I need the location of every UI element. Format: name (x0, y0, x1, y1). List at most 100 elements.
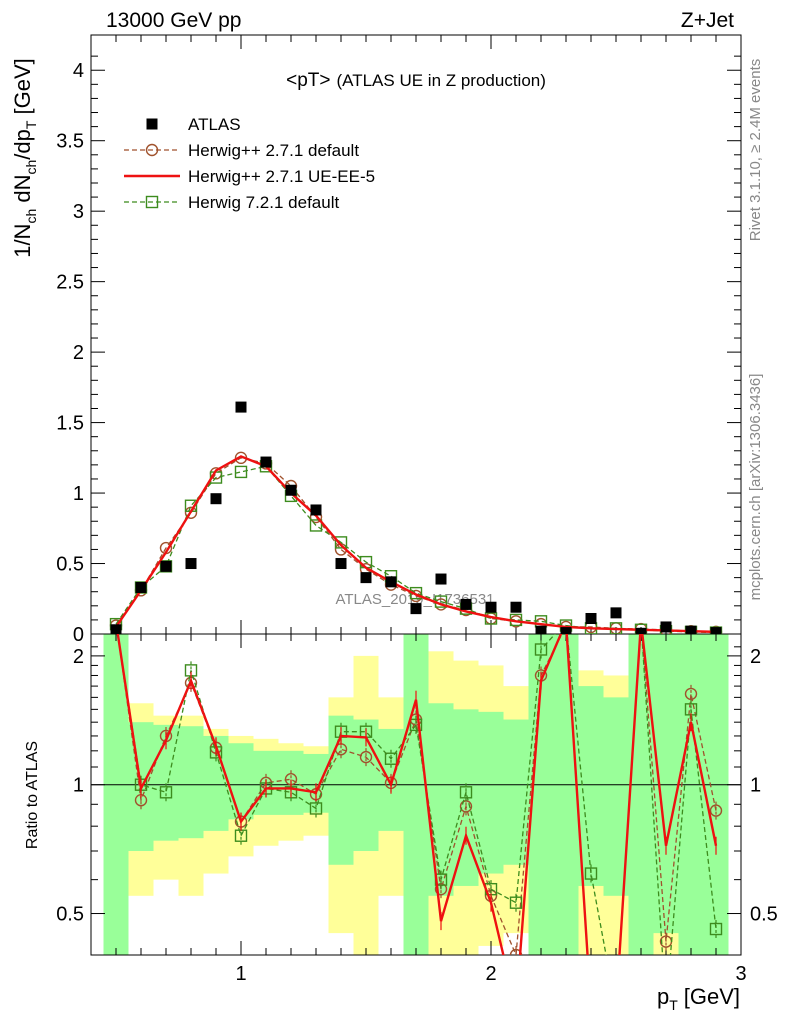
ratio-tick-label-right: 2 (750, 646, 761, 668)
y-tick-label: 3 (73, 201, 84, 223)
point-atlas (385, 576, 397, 588)
point-herwig-7-2-1-default (309, 519, 323, 532)
ratio-point-herwig-2-7-1-default (709, 804, 723, 817)
watermark: ATLAS_2019_I1736531 (335, 591, 494, 608)
ratio-tick-label: 2 (73, 646, 84, 668)
ratio-band-green (553, 634, 579, 955)
ratio-point-herwig-2-7-1-default (509, 948, 523, 955)
ratio-point-herwig-7-2-1-default (409, 718, 423, 732)
ratio-point-herwig-7-2-1-default (709, 922, 723, 936)
point-herwig-2-7-1-default (184, 506, 198, 519)
legend: ATLAS Herwig++ 2.7.1 default Herwig++ 2.7.… (124, 115, 375, 212)
series-layer (109, 401, 723, 1014)
x-tick-label: 3 (735, 963, 746, 985)
ratio-point-herwig-7-2-1-default (459, 786, 473, 799)
ratio-band-green (103, 634, 129, 955)
ratio-band-green (578, 686, 604, 886)
ratio-band-green (678, 634, 704, 955)
point-atlas (660, 621, 672, 633)
y-tick-label: 0 (73, 624, 84, 646)
point-atlas (410, 603, 422, 615)
point-atlas (210, 493, 222, 505)
ratio-band-green (703, 634, 729, 955)
legend-label-herwig-2-7-1-ue-ee-5: Herwig++ 2.7.1 UE-EE-5 (188, 167, 375, 186)
point-herwig-7-2-1-default (334, 536, 348, 549)
ratio-point-herwig-2-7-1-default (434, 882, 448, 896)
x-tick-label: 2 (485, 963, 496, 985)
ratio-band-layer (103, 634, 729, 955)
point-atlas (235, 401, 247, 413)
y-tick-label: 1.5 (56, 413, 84, 435)
y-tick-label: 1 (73, 483, 84, 505)
ratio-tick-label: 1 (73, 775, 84, 797)
ratio-band-green (178, 726, 204, 839)
ratio-point-herwig-2-7-1-default (359, 750, 373, 764)
ratio-band-green (628, 634, 654, 955)
point-atlas (585, 612, 597, 624)
header-left: 13000 GeV pp (106, 9, 241, 32)
point-herwig-7-2-1-default (409, 586, 423, 600)
point-herwig-7-2-1-default (234, 465, 248, 479)
legend-marker-atlas (146, 118, 158, 130)
x-axis-label: pT [GeV] (657, 984, 740, 1013)
ratio-band-green (478, 711, 504, 874)
point-atlas (310, 504, 322, 516)
main-series (109, 401, 723, 634)
point-atlas (560, 627, 572, 634)
ratio-point-herwig-2-7-1-default (586, 1003, 597, 1014)
ratio-point-herwig-7-2-1-default (384, 752, 398, 765)
point-atlas (110, 624, 122, 634)
ratio-tick-label-right: 0.5 (750, 904, 778, 926)
rivet-label: Rivet 3.1.10, ≥ 2.4M events (747, 59, 764, 242)
legend-label-herwig-7-2-1-default: Herwig 7.2.1 default (188, 193, 339, 212)
point-atlas (485, 601, 497, 613)
y-tick-label: 3.5 (56, 131, 84, 153)
point-atlas (710, 627, 722, 634)
point-atlas (535, 625, 547, 634)
ratio-point-herwig-7-2-1-default (159, 786, 173, 799)
point-atlas (335, 558, 347, 570)
ratio-point-herwig-7-2-1-default (611, 1003, 622, 1014)
point-atlas (185, 558, 197, 570)
axes-layer: 1 2 3 0 0.5 1 1.5 2 2.5 3 3.5 4 0.5 0.5 1 1 2 2 (56, 34, 778, 985)
ratio-band-green (653, 634, 679, 934)
point-atlas (435, 573, 447, 585)
ratio-series (116, 634, 723, 1014)
point-atlas (685, 625, 697, 634)
y-tick-label: 2 (73, 342, 84, 364)
point-atlas (460, 598, 472, 610)
ratio-band-green (428, 703, 454, 896)
ratio-band-green (503, 719, 529, 865)
ratio-point-herwig-2-7-1-default (611, 1003, 622, 1014)
ratio-point-herwig-7-2-1-default (509, 896, 523, 909)
point-atlas (160, 560, 172, 572)
ratio-axis-label: Ratio to ATLAS (24, 741, 41, 849)
legend-label-herwig-2-7-1-default: Herwig++ 2.7.1 default (188, 141, 359, 160)
point-atlas (610, 607, 622, 619)
ratio-point-herwig-2-7-1-default (684, 687, 698, 701)
ratio-point-herwig-7-2-1-default (534, 643, 548, 656)
header-right: Z+Jet (681, 9, 734, 32)
y-axis-label: 1/Nch dNch/dpT [GeV] (10, 58, 39, 258)
ratio-band-green (403, 634, 429, 955)
point-atlas (285, 484, 297, 496)
plot-title: <pT> (ATLAS UE in Z production) (286, 70, 546, 91)
ratio-tick-label-right: 1 (750, 775, 761, 797)
point-atlas (510, 601, 522, 613)
ratio-point-herwig-7-2-1-default (309, 802, 323, 815)
y-tick-label: 2.5 (56, 272, 84, 294)
x-tick-label: 1 (235, 963, 246, 985)
point-atlas (635, 627, 647, 634)
legend-marker-herwig-7-2-1-default (145, 195, 159, 209)
ratio-point-herwig-7-2-1-default (584, 867, 598, 880)
series-line-herwig-2-7-1-ue-ee-5 (115, 455, 717, 634)
mcplots-label: mcplots.cern.ch [arXiv:1306.3436] (747, 374, 764, 601)
legend-marker-herwig-2-7-1-default (145, 143, 159, 157)
point-atlas (360, 572, 372, 584)
y-tick-label: 4 (73, 60, 84, 82)
legend-label-atlas: ATLAS (188, 115, 241, 134)
ratio-tick-label: 0.5 (56, 904, 84, 926)
point-atlas (260, 456, 272, 468)
y-tick-label: 0.5 (56, 554, 84, 576)
